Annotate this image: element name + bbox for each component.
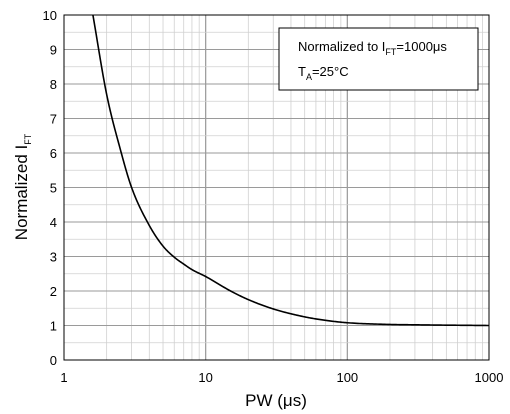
annotation-line-2-main: T	[298, 64, 306, 79]
annotation-line-1-rest: =1000μs	[396, 39, 447, 54]
y-tick-label: 8	[50, 77, 57, 92]
annotation-line-1-sub: FT	[385, 47, 396, 57]
y-axis-label-main: Normalized I	[12, 145, 31, 240]
y-tick-label: 9	[50, 43, 57, 58]
x-axis-label-main: PW (	[245, 391, 283, 410]
series-line	[92, 14, 490, 327]
annotation-line-2-rest: =25°C	[312, 64, 349, 79]
y-tick-labels: 0 1 2 3 4 5 6 7 8 9 10	[43, 8, 57, 368]
plot-frame	[63, 14, 490, 361]
x-tick-label: 100	[336, 370, 358, 385]
x-axis-label-unit: μs	[283, 391, 301, 410]
y-tick-label: 10	[43, 8, 57, 23]
x-tick-label: 10	[198, 370, 212, 385]
annotation-line-2-sub: A	[306, 72, 312, 82]
x-axis-label-close: )	[301, 391, 307, 410]
annotation-box: Normalized to IFT=1000μs TA=25°C	[278, 27, 479, 91]
x-axis-label: PW (μs)	[245, 391, 307, 410]
y-tick-label: 6	[50, 146, 57, 161]
y-tick-label: 1	[50, 319, 57, 334]
x-tick-label: 1	[60, 370, 67, 385]
annotation-line-1-main: Normalized to I	[298, 39, 385, 54]
y-tick-label: 7	[50, 112, 57, 127]
annotation-line-1: Normalized to IFT=1000μs	[298, 39, 447, 57]
y-tick-label: 2	[50, 284, 57, 299]
annotation-frame	[278, 27, 479, 91]
y-tick-label: 5	[50, 181, 57, 196]
annotation-line-2: TA=25°C	[298, 64, 349, 82]
y-axis-label-sub: FT	[23, 133, 33, 144]
y-tick-label: 4	[50, 215, 57, 230]
y-tick-label: 3	[50, 250, 57, 265]
x-tick-labels: 1 10 100 1000	[60, 370, 503, 385]
x-tick-label: 1000	[475, 370, 504, 385]
y-tick-label: 0	[50, 353, 57, 368]
y-axis-label: Normalized IFT	[12, 133, 33, 240]
